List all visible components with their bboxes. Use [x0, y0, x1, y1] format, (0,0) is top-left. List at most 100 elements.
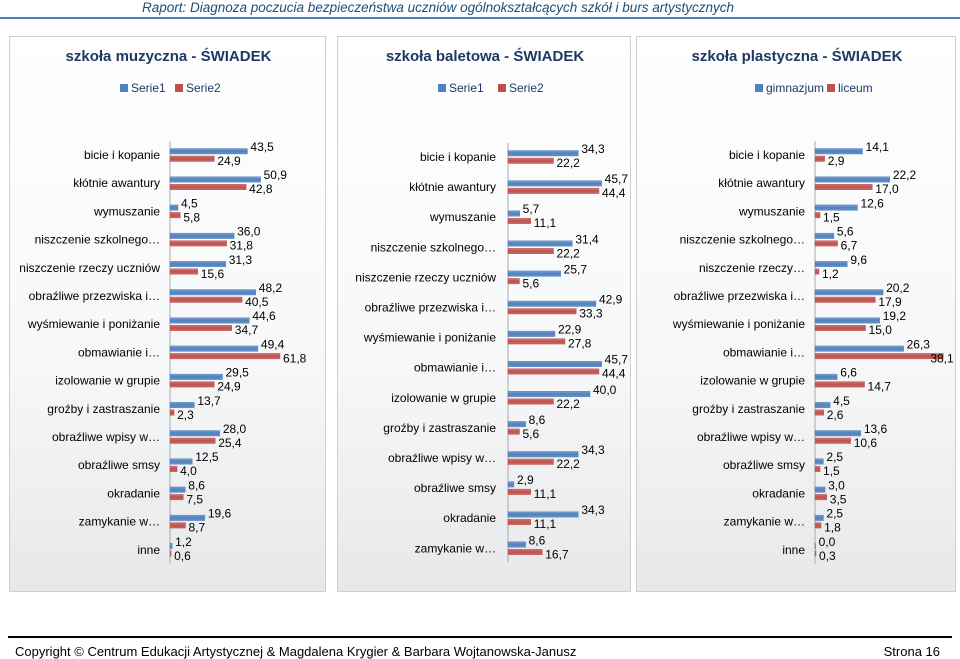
data-label: 34,3: [581, 443, 605, 457]
data-label: 44,4: [602, 367, 626, 381]
data-label: 29,5: [226, 366, 250, 380]
category-label: inne: [782, 543, 805, 557]
data-label: 24,9: [217, 154, 241, 168]
bar-series1: [507, 210, 520, 217]
category-label: obraźliwe smsy: [414, 481, 496, 495]
bar-series1: [169, 289, 256, 296]
data-label: 22,2: [557, 457, 581, 471]
data-label: 5,6: [522, 276, 539, 290]
bar-series2: [814, 183, 873, 190]
bar-series2: [507, 488, 531, 495]
bar-series2: [507, 308, 577, 315]
data-label: 27,8: [568, 337, 592, 351]
data-label: 50,9: [264, 168, 288, 182]
legend-swatch: [498, 84, 506, 92]
data-label: 8,6: [529, 413, 546, 427]
category-label: wymuszanie: [738, 204, 805, 218]
bar-series2: [814, 240, 838, 247]
category-label: niszczenie rzeczy…: [699, 261, 805, 275]
bar-series2: [507, 368, 600, 375]
bar-series1: [169, 261, 226, 268]
category-label: niszczenie szkolnego…: [680, 233, 805, 247]
data-label: 8,6: [529, 533, 546, 547]
data-label: 1,8: [824, 521, 841, 535]
category-label: obraźliwe przezwiska i…: [29, 289, 160, 303]
data-label: 31,8: [230, 239, 254, 253]
chart-panel-baletowa: szkoła baletowa - ŚWIADEK Serie1 Serie2 bic…: [337, 36, 631, 592]
data-label: 28,0: [223, 422, 247, 436]
bar-series1: [507, 240, 573, 247]
data-label: 15,0: [869, 323, 893, 337]
data-label: 11,1: [534, 487, 557, 501]
bar-series2: [814, 212, 821, 219]
data-label: 43,5: [250, 140, 274, 154]
bar-series1: [507, 541, 526, 548]
category-label: obmawianie i…: [414, 361, 496, 375]
bar-series2: [507, 278, 520, 285]
data-label: 8,6: [188, 478, 205, 492]
data-label: 2,9: [517, 473, 534, 487]
bar-series2: [814, 381, 865, 388]
category-label: kłótnie awantury: [409, 180, 496, 194]
data-label: 1,2: [822, 267, 839, 281]
category-label: obraźliwe smsy: [78, 458, 160, 472]
bar-series2: [169, 494, 184, 501]
bar-series2: [814, 325, 866, 331]
data-label: 22,2: [557, 397, 581, 411]
category-label: izolowanie w grupie: [391, 391, 496, 405]
data-label: 42,9: [599, 293, 623, 307]
bar-series1: [169, 232, 235, 239]
bar-series1: [169, 176, 261, 183]
data-label: 11,1: [534, 517, 557, 531]
bar-chart-svg: szkoła baletowa - ŚWIADEK Serie1 Serie2 bic…: [355, 47, 628, 563]
legend-swatch: [438, 84, 446, 92]
data-label: 5,6: [522, 427, 539, 441]
category-label: wyśmiewanie i poniżanie: [27, 317, 160, 331]
data-label: 40,5: [245, 295, 269, 309]
bar-series1: [169, 458, 193, 465]
category-label: zamykanie w…: [79, 515, 160, 529]
data-label: 6,6: [840, 366, 857, 380]
data-label: 2,6: [827, 408, 844, 422]
data-label: 0,6: [174, 549, 191, 563]
data-label: 34,7: [235, 323, 259, 337]
bar-series1: [169, 317, 250, 324]
footer-copyright: Copyright © Centrum Edukacji Artystyczne…: [15, 644, 577, 659]
data-label: 2,9: [828, 154, 845, 168]
bar-series2: [814, 437, 851, 444]
data-label: 31,4: [575, 232, 599, 246]
bar-series1: [169, 204, 179, 211]
footer-page-number: Strona 16: [883, 644, 940, 659]
bar-series1: [814, 317, 880, 324]
bar-series1: [814, 345, 904, 352]
bar-series1: [169, 148, 248, 155]
legend-label: Serie1: [449, 81, 484, 95]
category-label: groźby i zastraszanie: [383, 421, 496, 435]
data-label: 4,5: [833, 394, 850, 408]
category-label: niszczenie rzeczy uczniów: [19, 261, 160, 275]
data-label: 2,5: [826, 450, 843, 464]
legend-label: Serie2: [186, 81, 221, 95]
bar-series2: [169, 325, 232, 331]
data-label: 49,4: [261, 337, 285, 351]
chart-title: szkoła plastyczna - ŚWIADEK: [692, 47, 903, 65]
bar-series2: [814, 268, 820, 275]
category-label: zamykanie w…: [415, 541, 496, 555]
category-label: obmawianie i…: [78, 345, 160, 359]
bar-series2: [814, 550, 817, 557]
data-label: 14,1: [866, 140, 890, 154]
data-label: 2,5: [826, 507, 843, 521]
bar-series1: [814, 430, 862, 437]
data-label: 1,5: [823, 210, 840, 224]
bar-series1: [814, 148, 863, 155]
data-label: 10,6: [854, 436, 878, 450]
category-label: wymuszanie: [93, 204, 160, 218]
legend-label: liceum: [838, 81, 873, 95]
category-label: inne: [137, 543, 160, 557]
category-label: obraźliwe wpisy w…: [697, 430, 805, 444]
bar-series1: [169, 430, 221, 437]
data-label: 0,3: [819, 549, 836, 563]
chart-panel-muzyczna: szkoła muzyczna - ŚWIADEK Serie1 Serie2 bic…: [9, 36, 326, 592]
data-label: 15,6: [201, 267, 225, 281]
bar-series2: [507, 338, 566, 345]
